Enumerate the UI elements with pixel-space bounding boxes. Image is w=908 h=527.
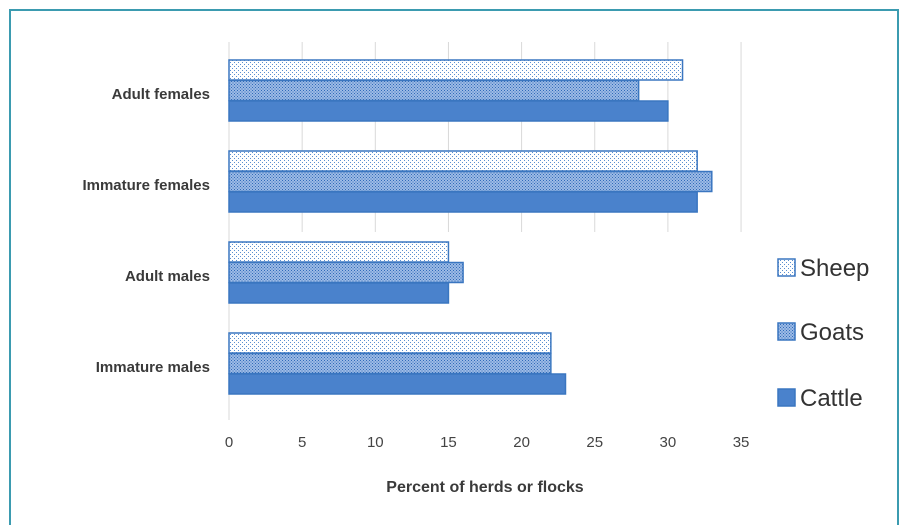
- bar-goats: [228, 352, 552, 375]
- bar-sheep: [228, 241, 450, 263]
- x-tick-label: 30: [660, 434, 677, 451]
- bar-cattle: [228, 373, 567, 395]
- legend-label: Sheep: [800, 255, 869, 282]
- bar-sheep: [228, 332, 552, 354]
- legend-label: Goats: [800, 319, 864, 346]
- bar-goats: [228, 261, 464, 284]
- bar-sheep: [228, 150, 698, 172]
- x-tick-label: 0: [225, 434, 233, 451]
- category-label: Immature males: [96, 359, 210, 376]
- category-labels: Adult females Immature females Adult males…: [82, 86, 210, 376]
- bar-sheep: [228, 59, 684, 81]
- bar-cattle: [228, 282, 450, 304]
- legend-swatch: [777, 388, 796, 407]
- x-tick-label: 5: [298, 434, 306, 451]
- category-label: Adult males: [125, 268, 210, 285]
- x-tick-label: 20: [513, 434, 530, 451]
- x-tick-labels: 0 5 10 15 20 25 30 35: [225, 434, 750, 451]
- legend-label: Cattle: [800, 385, 863, 412]
- x-tick-label: 35: [733, 434, 750, 451]
- x-tick-label: 15: [440, 434, 457, 451]
- bar-goats: [228, 170, 713, 193]
- x-tick-label: 10: [367, 434, 384, 451]
- category-label: Adult females: [112, 86, 210, 103]
- bars: [228, 59, 713, 395]
- category-label: Immature females: [82, 177, 210, 194]
- legend-swatch: [777, 258, 796, 277]
- bar-goats: [228, 79, 640, 102]
- x-tick-label: 25: [586, 434, 603, 451]
- x-axis-title: Percent of herds or flocks: [386, 479, 583, 496]
- bar-cattle: [228, 191, 698, 213]
- legend-swatch: [777, 322, 796, 341]
- bar-cattle: [228, 100, 669, 122]
- legend: Sheep Goats Cattle: [777, 255, 869, 412]
